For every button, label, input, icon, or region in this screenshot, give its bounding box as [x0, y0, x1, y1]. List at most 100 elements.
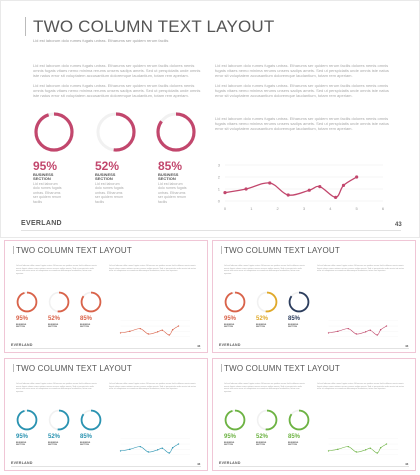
data-point [171, 447, 174, 449]
y-tick-label: 1 [218, 187, 221, 192]
thumbnail-slide-blue[interactable]: TWO COLUMN TEXT LAYOUT Lid est laborum d… [4, 358, 208, 471]
data-point [385, 443, 388, 445]
footer-line [219, 466, 409, 467]
data-point [376, 334, 378, 336]
data-point [369, 329, 371, 331]
stat-label-3: BUSINESS SECTION [158, 172, 179, 182]
thumbnail-slide-green[interactable]: TWO COLUMN TEXT LAYOUT Lid est laborum d… [212, 358, 416, 471]
slide-subtitle: Lid est laborum dolo rumes fugats untras… [33, 38, 169, 43]
data-point [379, 447, 382, 449]
brand-name: EVERLAND [21, 220, 62, 227]
stat-percent-1: 95% [33, 159, 58, 173]
right-paragraph-1: Lid est laborum dolo rumes fugats untras… [215, 63, 389, 79]
stat-percent-2: 52% [48, 316, 61, 322]
data-point [286, 193, 290, 197]
stat-percent-1: 95% [16, 434, 29, 440]
line-chart [119, 438, 191, 455]
data-point [177, 325, 180, 327]
ring-chart-2 [48, 291, 70, 313]
stat-label-3: BUSINESS SECTION [288, 442, 299, 447]
series-line [120, 443, 179, 454]
line-chart [119, 320, 191, 337]
right-paragraph: Lid est laborum dolo rumes fugats untras… [317, 383, 404, 391]
title-accent-bar [221, 364, 222, 372]
ring-chart-1 [16, 409, 38, 431]
data-point [337, 448, 339, 451]
data-point [129, 448, 131, 451]
data-point [327, 332, 330, 334]
data-point [369, 447, 371, 449]
ring-chart-1 [34, 112, 74, 152]
data-point [177, 443, 180, 445]
line-chart: 0 1 2 3 0 1 2 3 4 5 6 [218, 163, 385, 212]
right-paragraph: Lid est laborum dolo rumes fugats untras… [109, 265, 196, 273]
ring-chart-2 [256, 409, 278, 431]
stat-percent-3: 85% [80, 434, 93, 440]
page-number: 43 [405, 462, 409, 466]
data-point [364, 331, 367, 333]
data-point [147, 451, 150, 453]
data-point [327, 450, 330, 452]
data-point [347, 445, 349, 448]
stat-label-2: BUSINESS SECTION [256, 442, 267, 447]
stat-desc-3: Lid est laborum dolo rumes fugats untras… [158, 182, 187, 204]
data-point [139, 445, 141, 448]
main-slide: TWO COLUMN TEXT LAYOUT Lid est laborum d… [0, 0, 420, 238]
stat-percent-1: 95% [16, 316, 29, 322]
stat-percent-2: 52% [95, 159, 120, 173]
ring-chart-3 [156, 112, 196, 152]
data-point [168, 452, 170, 454]
x-tick-label: 3 [303, 206, 306, 211]
ring-chart-3 [80, 409, 102, 431]
ring-chart-3 [288, 409, 310, 431]
thumbnail-slide-multicolor[interactable]: TWO COLUMN TEXT LAYOUT Lid est laborum d… [212, 240, 416, 353]
slide-title: TWO COLUMN TEXT LAYOUT [16, 246, 132, 255]
x-tick-label: 6 [382, 206, 385, 211]
stat-percent-1: 95% [224, 316, 237, 322]
left-paragraph: Lid est laborum dolo rumes fugats untras… [16, 265, 97, 275]
data-point [156, 331, 159, 333]
line-chart [327, 320, 399, 337]
left-paragraph-2: Lid est laborum dolo rumes fugats untras… [33, 83, 201, 99]
page-number: 43 [197, 462, 201, 466]
brand-name: EVERLAND [219, 343, 241, 347]
stat-label-2: BUSINESS SECTION [48, 324, 59, 329]
stat-label-1: BUSINESS SECTION [224, 324, 235, 329]
brand-name: EVERLAND [219, 461, 241, 465]
brand-name: EVERLAND [11, 343, 33, 347]
footer-line [219, 348, 409, 349]
brand-name: EVERLAND [11, 461, 33, 465]
data-point [334, 195, 338, 199]
data-point [244, 187, 248, 191]
stat-percent-1: 95% [224, 434, 237, 440]
data-point [318, 185, 322, 189]
slide-title: TWO COLUMN TEXT LAYOUT [33, 17, 275, 36]
left-paragraph: Lid est laborum dolo rumes fugats untras… [16, 383, 97, 393]
data-point [347, 327, 349, 330]
stat-label-1: BUSINESS SECTION [16, 324, 27, 329]
slide-title: TWO COLUMN TEXT LAYOUT [224, 246, 340, 255]
stat-percent-2: 52% [256, 434, 269, 440]
stat-desc-1: Lid est laborum dolo rumes fugats untras… [33, 182, 62, 204]
stat-label-1: BUSINESS SECTION [16, 442, 27, 447]
ring-chart-2 [96, 112, 136, 152]
stat-percent-2: 52% [48, 434, 61, 440]
data-point [355, 175, 359, 179]
left-paragraph: Lid est laborum dolo rumes fugats untras… [224, 383, 305, 393]
stat-percent-3: 85% [80, 316, 93, 322]
ring-chart-1 [224, 291, 246, 313]
thumbnail-slide-orange[interactable]: TWO COLUMN TEXT LAYOUT Lid est laborum d… [4, 240, 208, 353]
data-point [355, 333, 358, 335]
data-point [341, 183, 346, 187]
right-paragraph-2: Lid est laborum dolo rumes fugats untras… [215, 83, 389, 99]
data-point [129, 330, 131, 333]
data-point [119, 332, 122, 334]
stat-label-1: BUSINESS SECTION [33, 172, 54, 182]
page-number: 43 [395, 222, 402, 228]
stat-percent-2: 52% [256, 316, 269, 322]
stat-label-2: BUSINESS SECTION [256, 324, 267, 329]
ring-chart-3 [288, 291, 310, 313]
ring-chart-1 [224, 409, 246, 431]
data-point [161, 447, 163, 449]
title-accent-bar [13, 364, 14, 372]
